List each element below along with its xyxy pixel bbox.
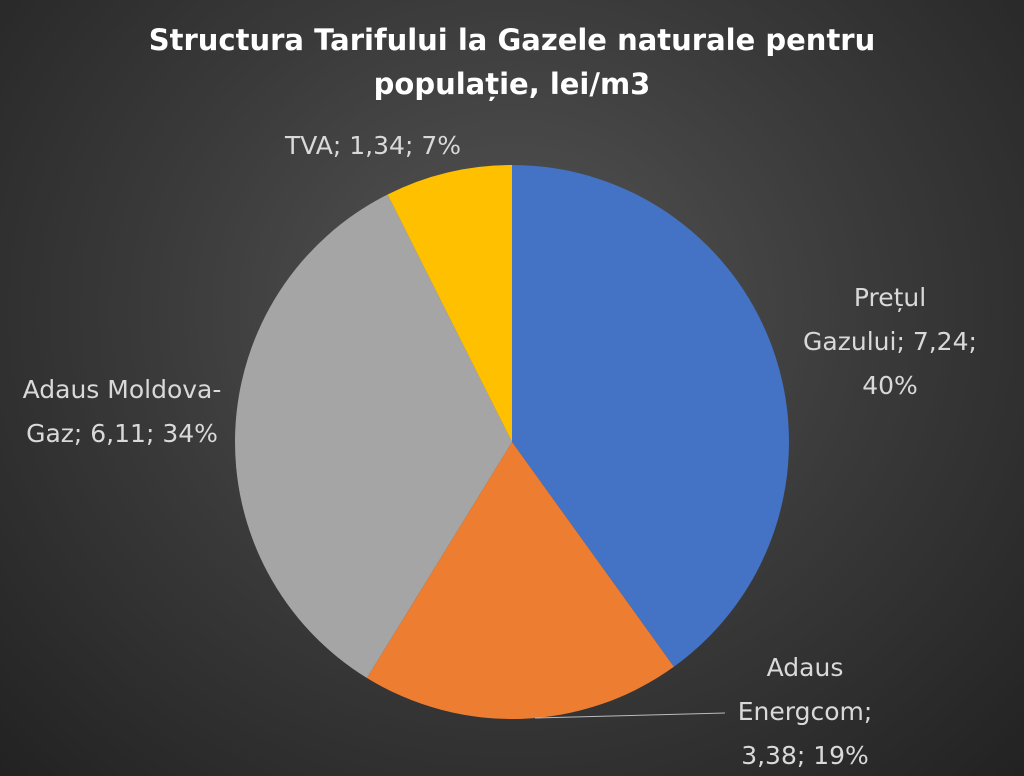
chart-title: Structura Tarifului la Gazele naturale p… xyxy=(148,23,876,101)
label-separator: ; xyxy=(968,327,985,356)
data-label: Adaus Moldova-Gaz; 6,11; 34% xyxy=(22,368,222,456)
data-label: Adaus Energcom; 3,38; 19% xyxy=(720,646,890,776)
label-part: Adaus Moldova-Gaz xyxy=(22,375,222,448)
label-part: 7,24 xyxy=(912,327,969,356)
pie-slice xyxy=(387,165,512,442)
label-part: 6,11 xyxy=(90,419,146,448)
pie-slice xyxy=(512,165,790,667)
label-separator: ; xyxy=(796,741,814,770)
data-label: Prețul Gazului; 7,24; 40% xyxy=(800,276,980,408)
data-label: TVA; 1,34; 7% xyxy=(233,124,513,168)
label-part: 7% xyxy=(421,131,461,160)
label-part: 1,34 xyxy=(349,131,405,160)
leader-line xyxy=(534,712,726,719)
label-part: Adaus Energcom xyxy=(737,653,864,726)
label-separator: ; xyxy=(73,419,91,448)
label-separator: ; xyxy=(404,131,422,160)
label-part: TVA xyxy=(285,131,333,160)
pie-slice xyxy=(366,442,674,719)
label-part: 34% xyxy=(162,419,218,448)
label-separator: ; xyxy=(863,697,881,726)
label-separator: ; xyxy=(896,327,913,356)
label-part: Prețul Gazului xyxy=(803,283,935,356)
label-part: 3,38 xyxy=(741,741,797,770)
label-separator: ; xyxy=(145,419,163,448)
label-separator: ; xyxy=(332,131,350,160)
label-part: 40% xyxy=(862,371,918,400)
label-part: 19% xyxy=(813,741,869,770)
pie-slice xyxy=(234,194,513,678)
